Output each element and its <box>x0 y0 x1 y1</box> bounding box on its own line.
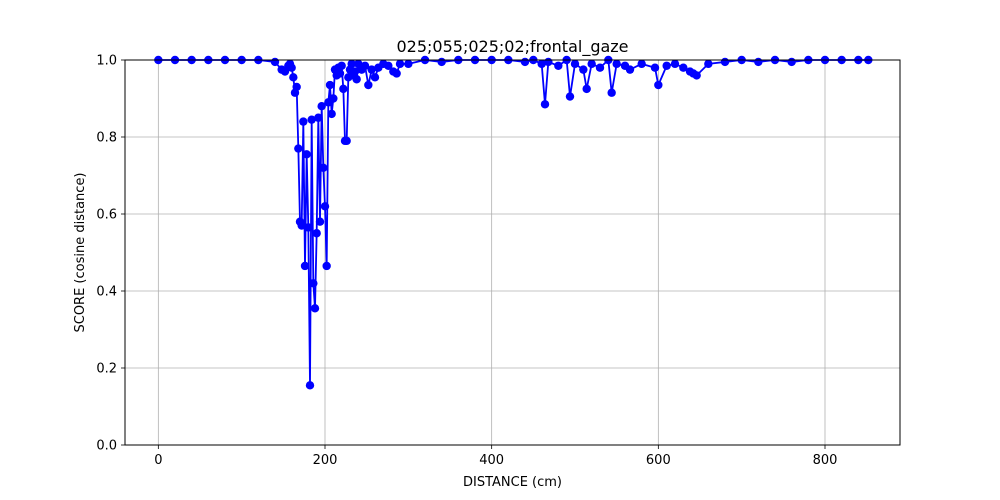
data-point <box>404 59 413 69</box>
data-point <box>315 217 325 226</box>
data-point <box>650 63 660 72</box>
data-point <box>570 59 580 69</box>
data-point <box>299 117 308 126</box>
data-point <box>327 109 336 119</box>
data-point <box>320 202 330 211</box>
data-point <box>554 61 563 70</box>
data-point <box>662 61 671 70</box>
data-point <box>352 75 361 84</box>
data-point <box>654 80 663 90</box>
data-point <box>437 57 446 67</box>
data-point <box>304 223 313 232</box>
plot-area-frame <box>124 59 901 446</box>
x-tick-label: 200 <box>313 453 338 468</box>
y-tick-label: 1.0 <box>96 54 117 69</box>
data-point <box>337 61 346 70</box>
data-point <box>595 63 605 72</box>
data-point <box>364 80 373 90</box>
data-point <box>312 229 321 238</box>
data-point <box>787 57 796 67</box>
data-point <box>587 59 596 69</box>
data-point <box>637 59 646 69</box>
data-point <box>300 261 310 271</box>
data-point <box>679 63 688 72</box>
data-point <box>309 279 318 288</box>
y-axis-label: SCORE (cosine distance) <box>73 172 88 332</box>
data-point <box>370 73 380 82</box>
data-point <box>307 115 316 124</box>
data-point <box>305 381 315 390</box>
data-point <box>319 163 328 172</box>
x-tick-label: 600 <box>646 453 671 468</box>
data-point <box>270 57 280 67</box>
data-point <box>310 304 320 313</box>
data-point <box>289 73 298 82</box>
data-point <box>384 61 393 70</box>
data-point <box>544 57 553 67</box>
data-point <box>520 57 530 67</box>
data-point <box>720 57 730 67</box>
y-tick-label: 0.2 <box>96 362 117 377</box>
data-point <box>292 82 301 92</box>
data-point <box>579 65 588 74</box>
data-point <box>294 144 303 153</box>
data-point <box>625 65 635 74</box>
data-point <box>302 150 311 159</box>
data-point <box>754 57 763 67</box>
data-point <box>350 67 360 76</box>
axis-ticks: 0 200 400 600 800 0.0 0.2 0.4 0.6 0.8 1.0 <box>96 54 837 469</box>
data-point <box>565 92 575 101</box>
data-point <box>670 59 680 69</box>
data-point <box>287 63 296 72</box>
y-tick-label: 0.4 <box>96 285 117 300</box>
x-tick-label: 800 <box>813 453 838 468</box>
data-point <box>540 100 550 109</box>
x-tick-label: 0 <box>154 453 162 468</box>
data-point <box>347 59 356 69</box>
data-point <box>317 102 326 111</box>
data-point <box>339 84 348 94</box>
data-point <box>335 69 345 78</box>
data-point <box>395 59 405 69</box>
data-point <box>329 94 338 103</box>
data-point <box>322 261 331 271</box>
data-point <box>692 71 701 80</box>
data-point <box>392 69 401 78</box>
data-point <box>360 61 370 70</box>
data-point <box>297 221 306 230</box>
x-axis-label: DISTANCE (cm) <box>463 475 562 490</box>
data-point <box>314 113 323 122</box>
x-tick-label: 400 <box>479 453 504 468</box>
data-point <box>367 65 376 74</box>
y-tick-label: 0.8 <box>96 131 117 146</box>
data-point <box>325 80 335 90</box>
data-point <box>704 59 713 69</box>
y-tick-label: 0.6 <box>96 208 117 223</box>
y-tick-label: 0.0 <box>96 439 117 454</box>
data-point <box>612 59 621 69</box>
data-point <box>582 84 591 94</box>
chart-title: 025;055;025;02;frontal_gaze <box>396 37 628 57</box>
data-point <box>342 136 351 146</box>
data-point <box>537 59 546 69</box>
data-point <box>607 88 616 97</box>
